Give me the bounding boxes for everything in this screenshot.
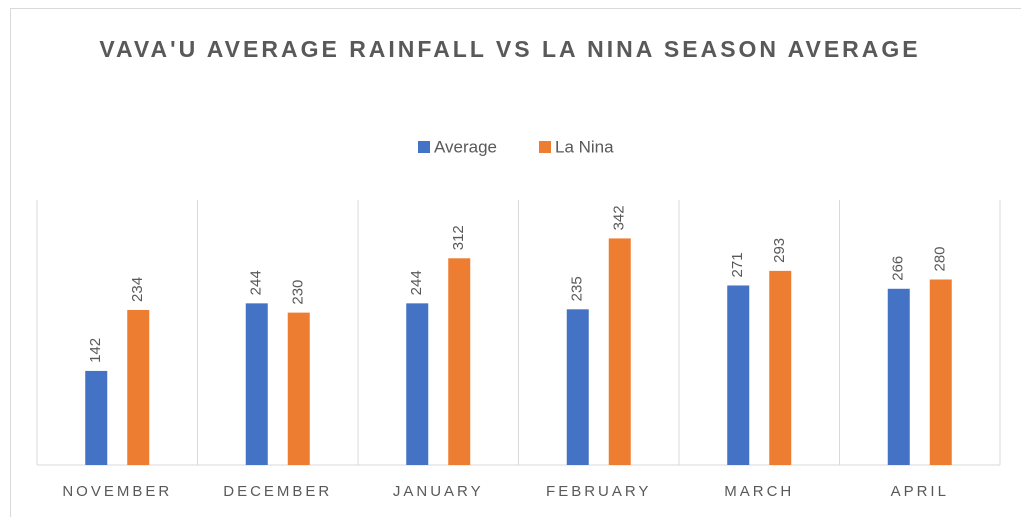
data-label: 234 xyxy=(129,277,146,302)
data-label: 271 xyxy=(729,252,746,277)
bar xyxy=(608,238,631,465)
data-label: 342 xyxy=(611,205,628,230)
bar xyxy=(85,370,108,465)
chart-border xyxy=(10,8,1021,517)
legend-swatch xyxy=(418,141,430,153)
x-tick-label: DECEMBER xyxy=(223,483,332,500)
bar xyxy=(245,303,268,465)
bar xyxy=(287,312,310,465)
data-label: 266 xyxy=(890,256,907,281)
bar xyxy=(127,309,150,465)
x-tick-label: FEBRUARY xyxy=(546,483,651,500)
data-label: 293 xyxy=(771,238,788,263)
bar xyxy=(929,279,952,465)
data-label: 235 xyxy=(569,276,586,301)
bar xyxy=(769,270,792,465)
x-tick-label: NOVEMBER xyxy=(62,483,172,500)
data-label: 230 xyxy=(290,280,307,305)
bar xyxy=(566,309,589,465)
bar xyxy=(448,258,471,465)
legend-swatch xyxy=(539,141,551,153)
x-tick-label: MARCH xyxy=(724,483,794,500)
x-tick-label: JANUARY xyxy=(393,483,484,500)
data-label: 142 xyxy=(87,338,104,363)
data-label: 280 xyxy=(932,246,949,271)
data-label: 312 xyxy=(450,225,467,250)
legend-label: Average xyxy=(434,137,497,156)
data-label: 244 xyxy=(408,270,425,295)
data-label: 244 xyxy=(248,270,265,295)
chart-title: VAVA'U AVERAGE RAINFALL VS LA NINA SEASO… xyxy=(99,36,921,62)
x-tick-label: APRIL xyxy=(891,483,949,500)
bar xyxy=(406,303,429,465)
legend-label: La Nina xyxy=(555,137,614,156)
bar xyxy=(727,285,750,465)
bar xyxy=(887,288,910,465)
